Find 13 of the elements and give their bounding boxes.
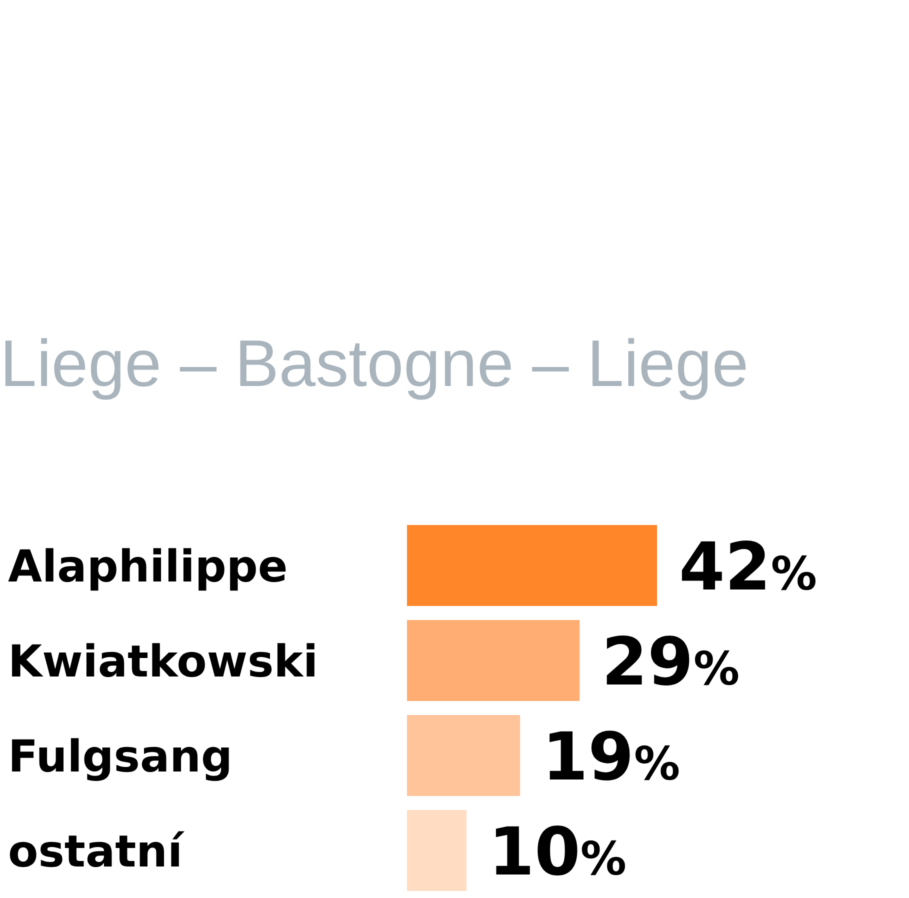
bar bbox=[407, 525, 657, 606]
y-tick-label: ostatní bbox=[8, 826, 186, 878]
y-tick-label: Kwiatkowski bbox=[8, 636, 318, 688]
y-tick-label: Fulgsang bbox=[8, 732, 232, 782]
chart-title: Liege – Bastogne – Liege bbox=[0, 325, 749, 401]
data-label: 29% bbox=[602, 624, 740, 700]
data-label: 42% bbox=[679, 528, 817, 606]
data-label: 19% bbox=[542, 718, 680, 796]
bar bbox=[407, 810, 467, 891]
bar bbox=[407, 620, 580, 701]
bar bbox=[407, 715, 520, 796]
y-tick-label: Alaphilippe bbox=[8, 542, 288, 592]
data-label: 10% bbox=[488, 814, 626, 890]
